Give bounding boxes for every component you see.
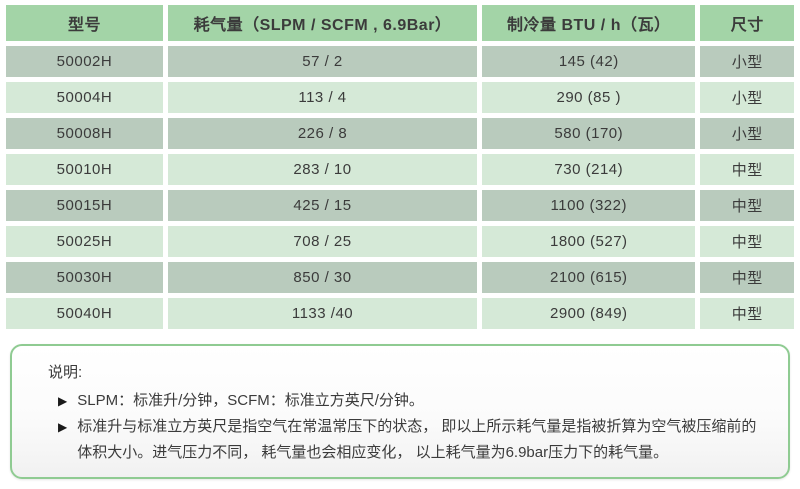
cell-cooling: 2900 (849) <box>482 298 696 329</box>
cell-size: 小型 <box>700 82 794 113</box>
cell-size: 小型 <box>700 118 794 149</box>
triangle-bullet-icon: ▶ <box>58 420 68 434</box>
table-row: 50002H 57 / 2 145 (42) 小型 <box>6 46 794 77</box>
cell-model: 50004H <box>6 82 163 113</box>
table-row: 50008H 226 / 8 580 (170) 小型 <box>6 118 794 149</box>
cell-size: 中型 <box>700 190 794 221</box>
table-row: 50004H 113 / 4 290 (85 ) 小型 <box>6 82 794 113</box>
cell-cooling: 1100 (322) <box>482 190 696 221</box>
table-row: 50030H 850 / 30 2100 (615) 中型 <box>6 262 794 293</box>
cell-cooling: 145 (42) <box>482 46 696 77</box>
table-row: 50015H 425 / 15 1100 (322) 中型 <box>6 190 794 221</box>
header-size: 尺寸 <box>700 5 794 41</box>
cell-model: 50015H <box>6 190 163 221</box>
cell-model: 50025H <box>6 226 163 257</box>
cell-model: 50002H <box>6 46 163 77</box>
header-air-consumption: 耗气量（SLPM / SCFM , 6.9Bar） <box>167 5 478 41</box>
cell-cooling: 2100 (615) <box>482 262 696 293</box>
cell-air: 425 / 15 <box>167 190 478 221</box>
cell-model: 50008H <box>6 118 163 149</box>
table-row: 50025H 708 / 25 1800 (527) 中型 <box>6 226 794 257</box>
note-item: ▶ 标准升与标准立方英尺是指空气在常温常压下的状态， 即以上所示耗气量是指被折算… <box>58 414 758 466</box>
notes-title: 说明: <box>48 364 83 381</box>
note-text: SLPM：标准升/分钟，SCFM：标准立方英尺/分钟。 <box>77 392 424 409</box>
note-item: ▶ SLPM：标准升/分钟，SCFM：标准立方英尺/分钟。 <box>58 388 758 414</box>
cell-size: 中型 <box>700 262 794 293</box>
cell-cooling: 290 (85 ) <box>482 82 696 113</box>
spec-table: 型号 耗气量（SLPM / SCFM , 6.9Bar） 制冷量 BTU / h… <box>1 0 799 334</box>
cell-air: 708 / 25 <box>167 226 478 257</box>
header-model: 型号 <box>6 5 163 41</box>
cell-cooling: 730 (214) <box>482 154 696 185</box>
cell-air: 1133 /40 <box>167 298 478 329</box>
cell-air: 226 / 8 <box>167 118 478 149</box>
cell-air: 113 / 4 <box>167 82 478 113</box>
cell-size: 小型 <box>700 46 794 77</box>
table-header-row: 型号 耗气量（SLPM / SCFM , 6.9Bar） 制冷量 BTU / h… <box>6 5 794 41</box>
cell-size: 中型 <box>700 298 794 329</box>
cell-air: 57 / 2 <box>167 46 478 77</box>
cell-model: 50010H <box>6 154 163 185</box>
note-text: 标准升与标准立方英尺是指空气在常温常压下的状态， 即以上所示耗气量是指被折算为空… <box>77 418 757 461</box>
cell-cooling: 1800 (527) <box>482 226 696 257</box>
notes-panel: 说明: ▶ SLPM：标准升/分钟，SCFM：标准立方英尺/分钟。 ▶ 标准升与… <box>10 344 790 479</box>
cell-cooling: 580 (170) <box>482 118 696 149</box>
cell-size: 中型 <box>700 226 794 257</box>
cell-model: 50040H <box>6 298 163 329</box>
header-cooling-capacity: 制冷量 BTU / h（瓦） <box>482 5 696 41</box>
table-row: 50040H 1133 /40 2900 (849) 中型 <box>6 298 794 329</box>
cell-air: 283 / 10 <box>167 154 478 185</box>
table-row: 50010H 283 / 10 730 (214) 中型 <box>6 154 794 185</box>
cell-air: 850 / 30 <box>167 262 478 293</box>
cell-model: 50030H <box>6 262 163 293</box>
triangle-bullet-icon: ▶ <box>58 394 68 408</box>
cell-size: 中型 <box>700 154 794 185</box>
